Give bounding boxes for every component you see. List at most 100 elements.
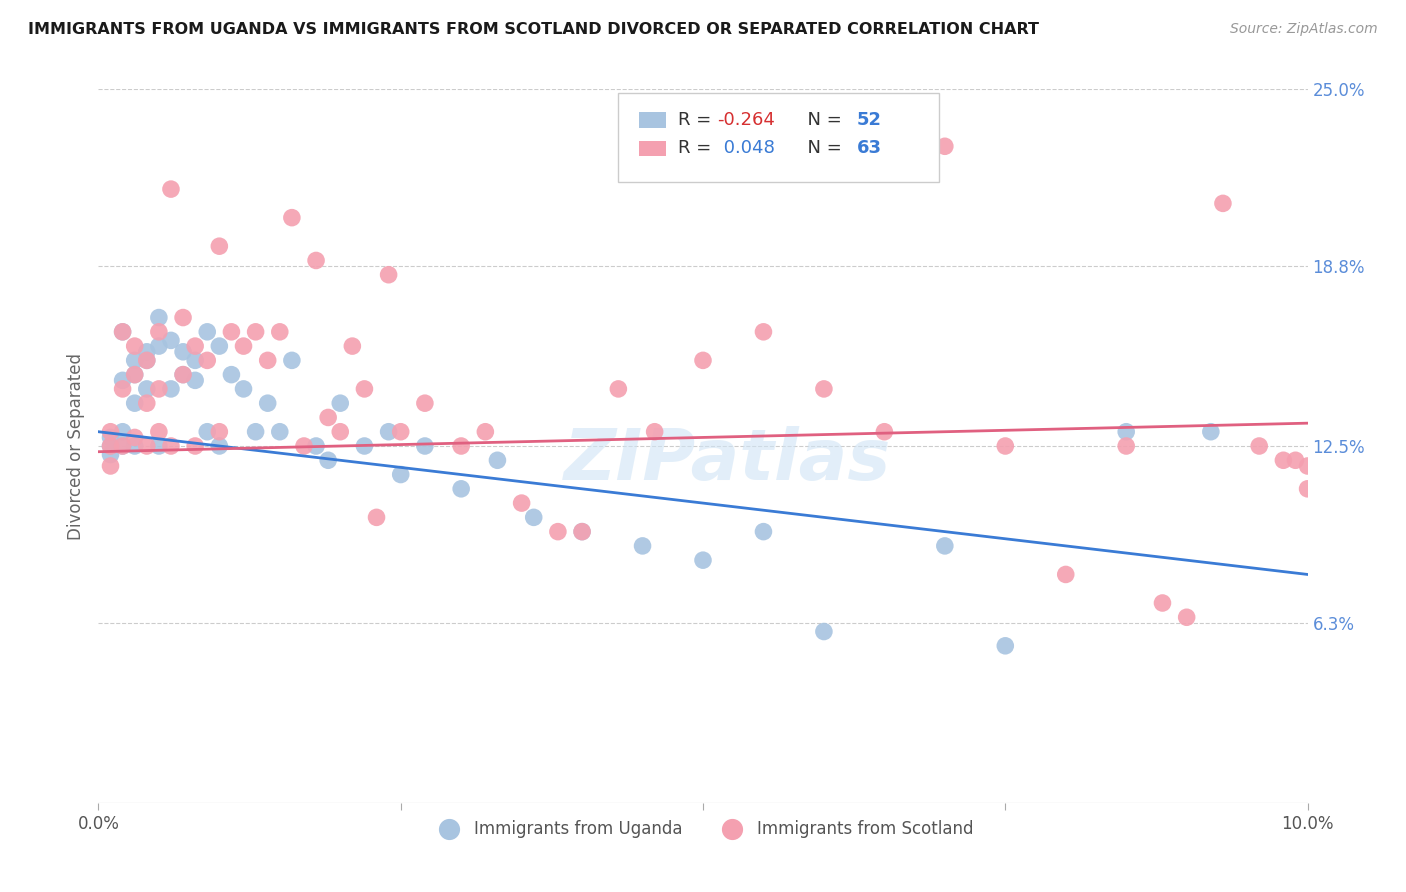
Point: [752, 524, 775, 539]
Point: [111, 439, 134, 453]
Point: [148, 439, 170, 453]
Point: [184, 339, 207, 353]
Point: [281, 353, 304, 368]
Text: 0.048: 0.048: [717, 139, 775, 157]
Point: [148, 310, 170, 325]
Text: Source: ZipAtlas.com: Source: ZipAtlas.com: [1230, 22, 1378, 37]
Point: [389, 467, 412, 482]
Point: [160, 382, 183, 396]
Y-axis label: Divorced or Separated: Divorced or Separated: [66, 352, 84, 540]
Point: [100, 458, 122, 473]
Point: [148, 382, 170, 396]
Point: [221, 368, 243, 382]
Point: [269, 325, 291, 339]
Text: N =: N =: [796, 139, 848, 157]
Point: [100, 439, 122, 453]
Point: [305, 439, 328, 453]
Point: [195, 353, 218, 368]
Point: [124, 368, 146, 382]
Point: [607, 382, 630, 396]
Point: [245, 325, 267, 339]
Point: [184, 353, 207, 368]
Point: [377, 268, 399, 282]
Point: [148, 339, 170, 353]
Point: [111, 325, 134, 339]
Text: R =: R =: [678, 139, 717, 157]
Point: [692, 353, 714, 368]
Text: -0.264: -0.264: [717, 111, 775, 128]
Point: [1054, 567, 1077, 582]
Point: [934, 539, 956, 553]
Point: [111, 373, 134, 387]
Point: [1199, 425, 1222, 439]
Point: [111, 425, 134, 439]
Point: [135, 396, 157, 410]
Point: [172, 310, 194, 325]
Point: [353, 439, 375, 453]
Point: [160, 182, 183, 196]
Point: [1272, 453, 1295, 467]
Point: [124, 430, 146, 444]
Point: [1212, 196, 1234, 211]
Point: [547, 524, 569, 539]
Point: [523, 510, 546, 524]
Point: [305, 253, 328, 268]
Point: [135, 353, 157, 368]
Point: [994, 639, 1017, 653]
Point: [413, 396, 436, 410]
Point: [148, 425, 170, 439]
Point: [1115, 425, 1137, 439]
Point: [474, 425, 496, 439]
Point: [644, 425, 666, 439]
Point: [256, 353, 278, 368]
Point: [692, 553, 714, 567]
Point: [111, 439, 134, 453]
FancyBboxPatch shape: [638, 141, 665, 156]
Point: [377, 425, 399, 439]
Point: [111, 325, 134, 339]
Point: [232, 382, 254, 396]
Point: [135, 344, 157, 359]
Text: ZIPatlas: ZIPatlas: [564, 425, 891, 495]
Point: [124, 368, 146, 382]
FancyBboxPatch shape: [619, 93, 939, 182]
Text: R =: R =: [678, 111, 717, 128]
Point: [208, 425, 231, 439]
Point: [172, 368, 194, 382]
Point: [1152, 596, 1174, 610]
Point: [486, 453, 509, 467]
Point: [100, 425, 122, 439]
Point: [208, 239, 231, 253]
Point: [813, 624, 835, 639]
Point: [160, 439, 183, 453]
Point: [631, 539, 654, 553]
Point: [813, 382, 835, 396]
Point: [208, 339, 231, 353]
Point: [100, 448, 122, 462]
Point: [232, 339, 254, 353]
Point: [281, 211, 304, 225]
Point: [195, 325, 218, 339]
Point: [184, 373, 207, 387]
Point: [245, 425, 267, 439]
Point: [208, 439, 231, 453]
Point: [221, 325, 243, 339]
Point: [873, 425, 896, 439]
Point: [329, 425, 352, 439]
Point: [111, 382, 134, 396]
Point: [135, 382, 157, 396]
Point: [292, 439, 315, 453]
Point: [195, 425, 218, 439]
Point: [1115, 439, 1137, 453]
Point: [571, 524, 593, 539]
Point: [389, 425, 412, 439]
Text: N =: N =: [796, 111, 848, 128]
Point: [342, 339, 364, 353]
Text: 52: 52: [856, 111, 882, 128]
Point: [172, 344, 194, 359]
Point: [353, 382, 375, 396]
Point: [329, 396, 352, 410]
Point: [124, 353, 146, 368]
Point: [124, 339, 146, 353]
Point: [994, 439, 1017, 453]
